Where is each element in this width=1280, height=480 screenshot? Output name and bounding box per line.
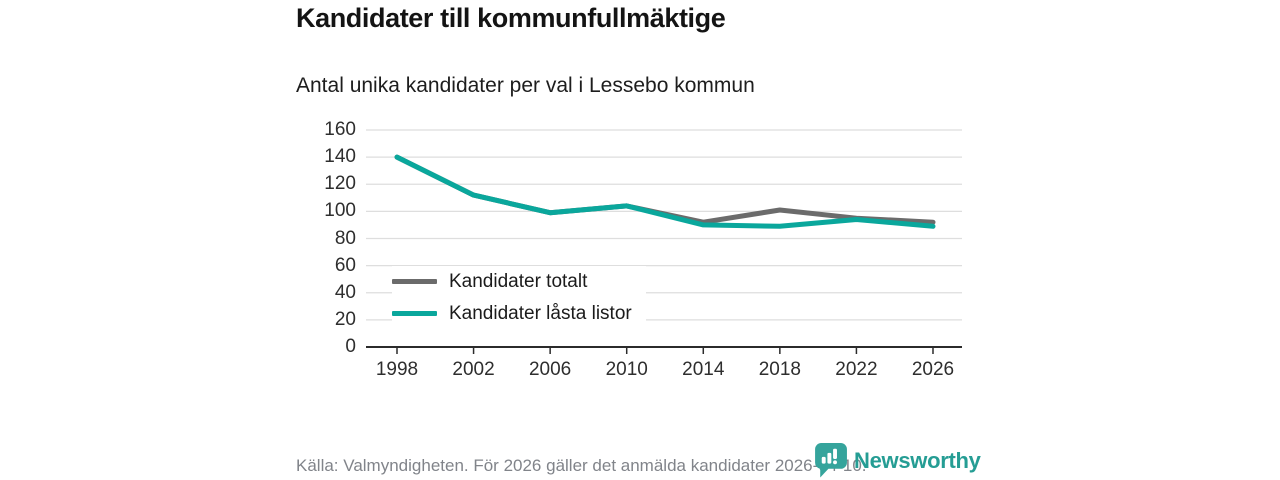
series-line: [394, 154, 936, 225]
series-line: [394, 154, 936, 229]
x-tick-label: 2014: [682, 359, 725, 380]
y-tick-label: 100: [324, 200, 356, 222]
y-tick-label: 120: [324, 173, 356, 195]
newsworthy-logo[interactable]: Newsworthy: [812, 441, 981, 478]
y-tick-label: 140: [324, 146, 356, 168]
x-tick-label: 2022: [835, 359, 878, 380]
legend-line-swatch: [392, 279, 437, 284]
legend-item[interactable]: Kandidater totalt: [392, 266, 646, 297]
x-tick-label: 2002: [452, 359, 495, 380]
chart-title: Kandidater till kommunfullmäktige: [296, 3, 726, 33]
y-tick-label: 40: [334, 281, 356, 303]
legend-label: Kandidater låsta listor: [449, 302, 632, 324]
newsworthy-bubble-icon: [815, 443, 847, 478]
x-tick-label: 1998: [375, 359, 419, 380]
source-note: Källa: Valmyndigheten. För 2026 gäller d…: [296, 456, 867, 475]
y-tick-label: 0: [345, 336, 356, 357]
x-tick-label: 2018: [758, 359, 801, 380]
legend: Kandidater totalt Kandidater låsta listor: [392, 266, 646, 329]
y-tick-label: 80: [334, 227, 356, 249]
y-tick-label: 160: [324, 119, 356, 140]
chart-subtitle: Antal unika kandidater per val i Lessebo…: [296, 74, 755, 97]
x-tick-label: 2026: [911, 359, 955, 380]
legend-label: Kandidater totalt: [449, 270, 588, 292]
newsworthy-wordmark: Newsworthy: [854, 447, 981, 473]
y-tick-label: 20: [334, 308, 356, 330]
x-tick-label: 2006: [528, 359, 572, 380]
y-tick-label: 60: [334, 254, 356, 276]
legend-item[interactable]: Kandidater låsta listor: [392, 298, 646, 329]
x-tick-label: 2010: [605, 359, 648, 380]
legend-line-swatch: [392, 311, 437, 316]
